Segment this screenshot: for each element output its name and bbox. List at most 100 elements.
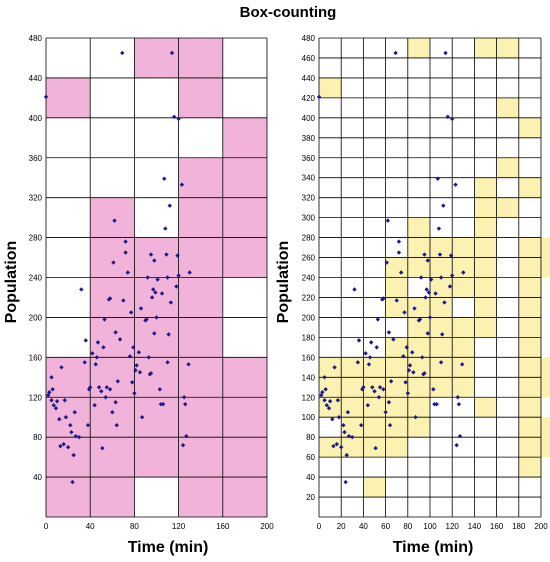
left-data-point (148, 371, 154, 376)
right-filled-box (407, 397, 430, 418)
right-data-point (442, 300, 447, 305)
left-data-point (103, 395, 108, 400)
left-y-axis-label: Population (3, 241, 20, 324)
left-data-point (123, 239, 128, 244)
right-filled-box (363, 417, 386, 438)
right-data-point (447, 284, 453, 289)
right-y-tick-label: 480 (302, 34, 316, 43)
right-filled-box (385, 417, 408, 438)
right-x-tick-label: 40 (359, 522, 368, 531)
right-y-tick-label: 40 (306, 473, 315, 482)
right-filled-box (430, 337, 453, 358)
right-filled-box (541, 377, 550, 398)
right-filled-box (474, 217, 497, 238)
left-data-point (90, 351, 95, 356)
left-data-point (167, 203, 172, 208)
right-y-tick-label: 380 (302, 134, 316, 143)
left-filled-box (46, 437, 91, 478)
left-data-point (51, 403, 56, 408)
right-filled-box (363, 397, 386, 418)
left-filled-box (222, 437, 267, 478)
left-data-point (83, 338, 88, 343)
left-filled-box (90, 397, 135, 438)
right-x-tick-label: 180 (512, 522, 526, 531)
left-filled-box (178, 38, 223, 78)
right-filled-box (496, 197, 519, 218)
right-data-point (336, 415, 342, 420)
left-data-point (54, 399, 60, 404)
right-data-point (426, 290, 432, 295)
right-data-point (391, 337, 396, 342)
right-filled-box (319, 377, 342, 398)
right-filled-box (518, 357, 541, 378)
left-data-point (164, 252, 169, 257)
left-filled-box (222, 477, 267, 517)
right-filled-box (385, 377, 408, 398)
left-data-point (127, 354, 133, 359)
right-data-point (394, 298, 399, 303)
right-filled-box (496, 97, 519, 118)
left-data-point (104, 385, 109, 390)
right-filled-box (407, 357, 430, 378)
left-data-point (158, 402, 164, 407)
right-filled-box (452, 257, 475, 278)
left-y-tick-label: 120 (29, 393, 43, 402)
left-data-point (72, 410, 77, 415)
right-filled-box (385, 277, 408, 298)
right-filled-box (474, 177, 497, 198)
right-data-point (406, 368, 412, 373)
left-x-tick-label: 120 (172, 522, 186, 531)
right-y-tick-label: 460 (302, 54, 316, 63)
left-filled-box (134, 38, 179, 78)
left-filled-box (178, 437, 223, 478)
right-data-point (324, 403, 329, 408)
right-filled-box (474, 277, 497, 298)
left-data-point (168, 300, 174, 305)
right-data-point (316, 94, 322, 100)
right-filled-box (407, 237, 430, 258)
left-filled-box (90, 237, 135, 278)
left-filled-box (178, 237, 223, 278)
right-filled-box (385, 437, 408, 458)
right-y-tick-label: 340 (302, 174, 316, 183)
left-x-tick-label: 80 (130, 522, 139, 531)
right-filled-box (452, 237, 475, 258)
left-data-point (139, 415, 145, 420)
left-data-point (171, 114, 177, 120)
right-x-tick-label: 80 (403, 522, 412, 531)
right-data-point (440, 332, 445, 337)
right-data-point (450, 116, 455, 122)
left-filled-box (222, 117, 267, 158)
left-data-point (187, 270, 192, 275)
right-data-point (366, 362, 372, 367)
right-data-point (388, 379, 394, 384)
right-data-point (396, 239, 402, 244)
right-filled-box (518, 117, 541, 138)
right-data-point (418, 275, 424, 280)
right-data-point (411, 370, 416, 375)
left-data-point (59, 365, 64, 370)
left-data-point (61, 441, 66, 447)
right-filled-box (474, 237, 497, 258)
left-data-point (184, 433, 189, 439)
left-filled-box (222, 237, 267, 278)
right-data-point (377, 385, 383, 390)
right-filled-box (363, 477, 386, 498)
right-data-point (381, 387, 386, 392)
left-filled-box (46, 477, 91, 517)
left-data-point (165, 360, 170, 365)
right-filled-box (474, 257, 497, 278)
left-data-point (120, 50, 125, 56)
right-filled-box (430, 357, 453, 378)
left-data-point (128, 310, 134, 315)
right-data-point (425, 258, 430, 263)
right-data-point (355, 360, 361, 365)
right-data-point (427, 315, 433, 320)
right-data-point (428, 277, 434, 282)
right-data-point (425, 331, 430, 336)
right-filled-box (518, 177, 541, 198)
left-filled-box (134, 237, 179, 278)
right-data-point (435, 176, 440, 181)
left-data-point (85, 422, 91, 428)
right-data-point (384, 260, 389, 265)
